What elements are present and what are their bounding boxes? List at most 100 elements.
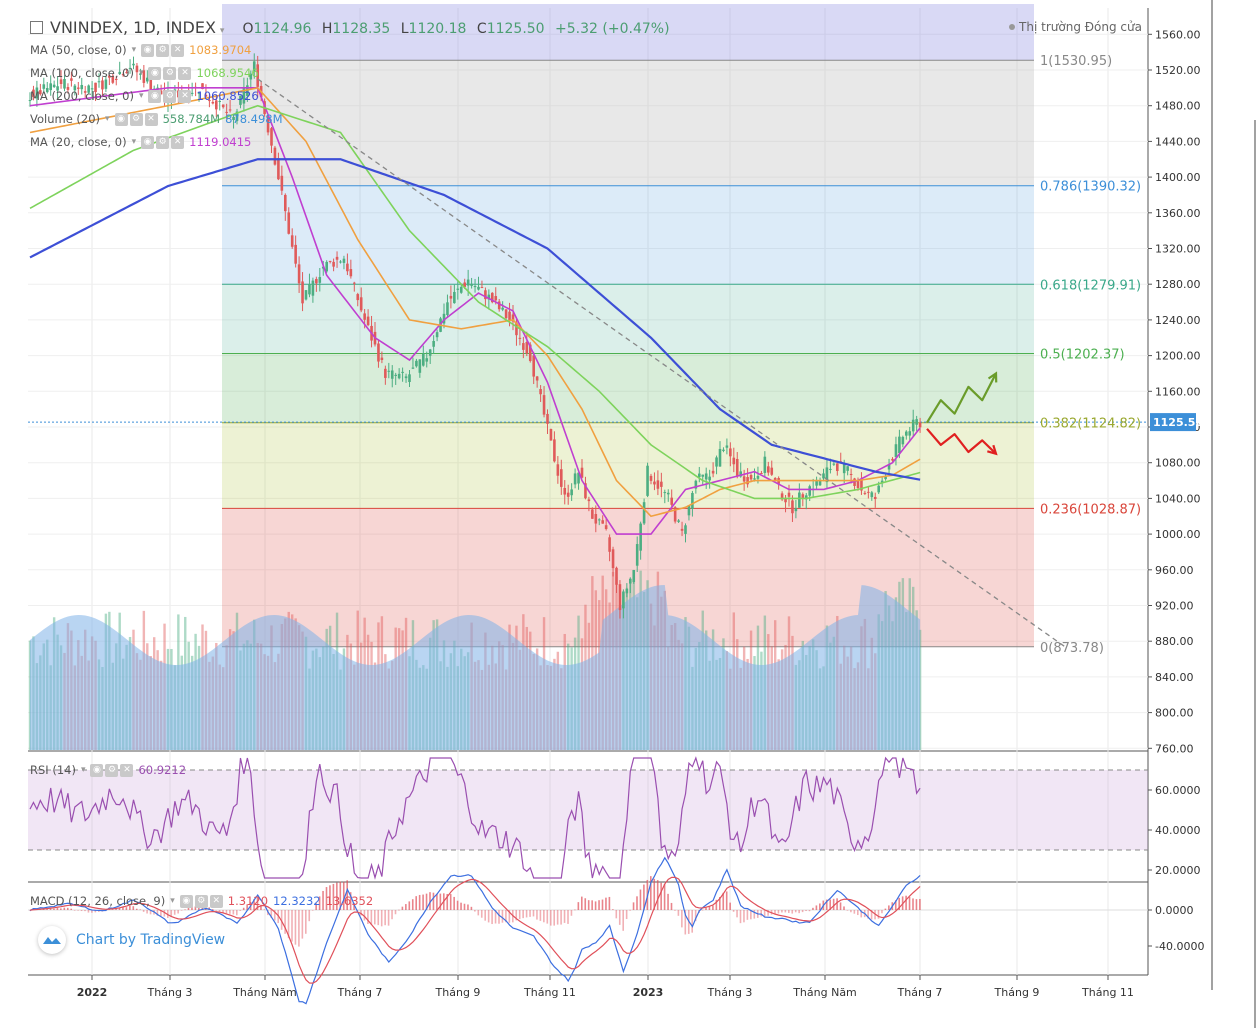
eye-icon[interactable]: ◉ [148, 89, 162, 103]
candle-body [911, 419, 915, 432]
indicator-legend-1[interactable]: MA (100, close, 0) ▾ ◉ ⚙ ✕ 1068.9546 [30, 66, 259, 80]
eye-icon[interactable]: ◉ [141, 135, 155, 149]
indicator-label[interactable]: Volume (20) [30, 112, 101, 126]
gear-icon[interactable]: ⚙ [163, 66, 177, 80]
candle-body [532, 355, 535, 377]
eye-icon[interactable]: ◉ [179, 894, 193, 908]
gear-icon[interactable]: ⚙ [156, 135, 170, 149]
candle-body [742, 476, 746, 482]
chevron-down-icon[interactable]: ▾ [138, 68, 144, 78]
macd-histogram-bar [853, 910, 856, 914]
macd-histogram-bar [719, 897, 721, 910]
close-icon[interactable]: ✕ [144, 112, 158, 126]
time-tick-label: Tháng Năm [232, 986, 297, 999]
macd-histogram-bar [287, 910, 290, 939]
trendline[interactable] [257, 78, 1066, 648]
macd-histogram-bar [456, 900, 459, 910]
rsi-legend[interactable]: RSI (14) ▾ ◉ ⚙ ✕ 60.9212 [30, 763, 186, 777]
candle-body [856, 480, 860, 488]
indicator-legend-2[interactable]: MA (200, close, 0) ▾ ◉ ⚙ ✕ 1060.8526 [30, 89, 259, 103]
macd-histogram-bar [612, 909, 614, 910]
branding-text[interactable]: Chart by TradingView [76, 932, 226, 948]
price-tick-label: 1000.00 [1155, 528, 1201, 541]
fib-level-label: 0.618(1279.91) [1040, 278, 1141, 293]
arrowhead-icon [987, 371, 998, 383]
macd-histogram-bar [543, 910, 545, 923]
chevron-down-icon[interactable]: ▾ [131, 137, 137, 147]
price-axis[interactable]: 1560.00 1520.00 1480.00 1440.00 1400.00 1360.… [1148, 28, 1203, 755]
time-tick-label: Tháng Năm [792, 986, 857, 999]
indicator-label[interactable]: MA (200, close, 0) [30, 89, 134, 103]
gear-icon[interactable]: ⚙ [105, 763, 119, 777]
eye-icon[interactable]: ◉ [90, 763, 104, 777]
macd-histogram-bar [788, 910, 790, 913]
close-icon[interactable]: ✕ [209, 894, 223, 908]
symbol-header[interactable]: VNINDEX, 1D, INDEX ▾ O1124.96 H1128.35 L… [30, 18, 676, 37]
tradingview-branding[interactable]: Chart by TradingView [38, 926, 225, 954]
chevron-down-icon[interactable]: ▾ [170, 896, 175, 906]
close-icon[interactable]: ✕ [171, 135, 185, 149]
arrowhead-icon [987, 444, 998, 456]
macd-histogram-bar [63, 907, 66, 910]
macd-histogram-bar [794, 910, 797, 913]
macd-histogram-bar [53, 908, 55, 910]
candle-body [342, 258, 346, 263]
indicator-legend-4[interactable]: MA (20, close, 0) ▾ ◉ ⚙ ✕ 1119.0415 [30, 135, 251, 149]
price-tick-label: 880.00 [1155, 635, 1194, 648]
indicator-value: 1060.8526 [196, 89, 259, 103]
trendline-dashed [257, 78, 1066, 648]
indicator-label[interactable]: MA (20, close, 0) [30, 135, 127, 149]
indicator-legend-3[interactable]: Volume (20) ▾ ◉ ⚙ ✕ 558.784M 878.498M [30, 112, 283, 126]
close-icon[interactable]: ✕ [120, 763, 134, 777]
chevron-down-icon[interactable]: ▾ [131, 45, 137, 55]
macd-histogram-bar [322, 890, 324, 910]
candle-body [770, 467, 774, 475]
rsi-pane[interactable]: 60.0000 40.0000 20.0000 [28, 756, 1201, 880]
indicator-label[interactable]: MA (100, close, 0) [30, 66, 134, 80]
chevron-down-icon[interactable]: ▾ [105, 114, 110, 124]
gear-icon[interactable]: ⚙ [156, 43, 170, 57]
candle-body [401, 371, 404, 373]
chevron-down-icon[interactable]: ▾ [138, 91, 144, 101]
macd-histogram-bar [80, 910, 83, 912]
chevron-down-icon[interactable]: ▾ [80, 765, 86, 775]
candle-body [860, 479, 863, 491]
gear-icon[interactable]: ⚙ [129, 112, 143, 126]
chevron-down-icon[interactable]: ▾ [219, 26, 225, 36]
symbol-name[interactable]: VNINDEX, 1D, INDEX [50, 18, 216, 37]
close-icon[interactable]: ✕ [178, 89, 192, 103]
eye-icon[interactable]: ◉ [141, 43, 155, 57]
indicator-label[interactable]: MA (50, close, 0) [30, 43, 127, 57]
candle-body [687, 505, 691, 516]
candle-body [273, 147, 277, 165]
close-icon[interactable]: ✕ [171, 43, 185, 57]
collapse-icon[interactable] [30, 21, 43, 34]
gear-icon[interactable]: ⚙ [163, 89, 177, 103]
rsi-label[interactable]: RSI (14) [30, 763, 76, 777]
macd-histogram-bar [449, 894, 452, 910]
eye-icon[interactable]: ◉ [114, 112, 128, 126]
macd-legend[interactable]: MACD (12, 26, close, 9) ▾ ◉ ⚙ ✕ 1.3120 12.… [30, 894, 373, 908]
tradingview-logo-icon[interactable] [38, 926, 66, 954]
close-icon[interactable]: ✕ [178, 66, 192, 80]
macd-tick-label: -40.0000 [1155, 940, 1204, 953]
macd-label[interactable]: MACD (12, 26, close, 9) [30, 894, 166, 908]
indicator-legend-0[interactable]: MA (50, close, 0) ▾ ◉ ⚙ ✕ 1083.9704 [30, 43, 251, 57]
macd-histogram-bar [218, 910, 221, 912]
candle-body [215, 100, 218, 110]
time-axis[interactable]: 2022 Tháng 3 Tháng Năm Tháng 7 Tháng 9 Tháng … [77, 975, 1134, 999]
macd-histogram-bar [570, 910, 573, 916]
eye-icon[interactable]: ◉ [148, 66, 162, 80]
gear-icon[interactable]: ⚙ [194, 894, 208, 908]
macd-histogram-bar [736, 910, 738, 918]
scenario-arrows[interactable] [926, 371, 998, 456]
time-tick-label: Tháng 9 [994, 986, 1040, 999]
macd-pane[interactable]: 0.0000 -40.0000 [28, 856, 1204, 1005]
macd-histogram-bar [546, 910, 549, 924]
macd-histogram-bar [453, 896, 455, 910]
candle-body [756, 475, 760, 479]
macd-histogram-bar [563, 910, 566, 923]
macd-histogram-bar [198, 905, 200, 910]
macd-histogram-bar [581, 896, 583, 910]
